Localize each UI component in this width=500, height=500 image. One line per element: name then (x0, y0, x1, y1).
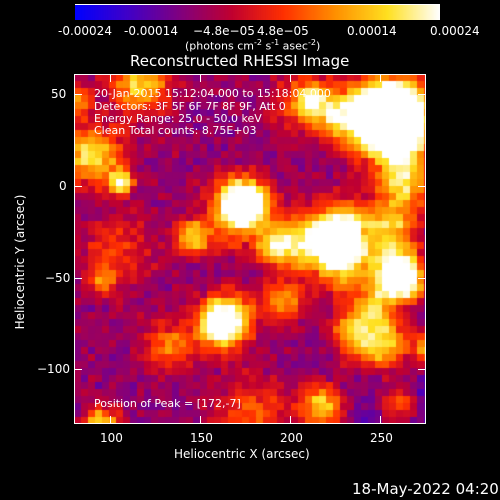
colorbar-tick-5: 0.00014 (347, 24, 397, 38)
info-time-range: 20-Jan-2015 15:12:04.000 to 15:18:04.000 (94, 87, 331, 100)
peak-position-text: Position of Peak = [172,-7] (94, 397, 241, 410)
x-tick-mark (380, 74, 381, 82)
y-tick-mark (74, 94, 82, 95)
y-tick-mark (74, 278, 82, 279)
y-tick-label-neg100: −100 (37, 362, 70, 376)
footer-date: 18-May-2022 04:20 (352, 480, 499, 498)
colorbar-tick-6: 0.00024 (430, 24, 480, 38)
x-tick-mark (290, 416, 291, 424)
color-bar (75, 4, 440, 20)
unit-sup-2: -1 (271, 38, 280, 47)
colorbar-tick-4: 4.8e−05 (257, 24, 309, 38)
unit-sup-1: -2 (253, 38, 262, 47)
info-detectors: Detectors: 3F 5F 6F 7F 8F 9F, Att 0 (94, 100, 286, 113)
x-tick-mark (290, 74, 291, 82)
colorbar-tick-2: -0.00014 (124, 24, 178, 38)
y-tick-mark (418, 278, 426, 279)
y-tick-mark (74, 369, 82, 370)
y-tick-mark (418, 186, 426, 187)
x-tick-mark (110, 416, 111, 424)
unit-mid-2: asec (279, 39, 308, 53)
x-tick-mark (110, 74, 111, 82)
unit-suffix: ) (315, 39, 321, 53)
colorbar-frame-top (75, 4, 440, 5)
x-tick-label-100: 100 (100, 431, 123, 445)
y-axis-label: Heliocentric Y (arcsec) (13, 194, 27, 330)
colorbar-tick-1: -0.00024 (58, 24, 112, 38)
y-tick-label-neg50: −50 (45, 271, 71, 285)
x-tick-mark (380, 416, 381, 424)
plot-title: Reconstructed RHESSI Image (130, 52, 350, 70)
y-tick-label-0: 0 (59, 179, 67, 193)
y-tick-mark (74, 186, 82, 187)
x-tick-label-250: 250 (370, 431, 393, 445)
y-tick-mark (418, 94, 426, 95)
rhessi-image-map (74, 74, 426, 424)
y-tick-label-50: 50 (51, 87, 67, 101)
info-clean-counts: Clean Total counts: 8.75E+03 (94, 124, 257, 137)
unit-sup-3: -2 (307, 38, 316, 47)
unit-prefix: (photons cm (185, 39, 254, 53)
colorbar-unit-label: (photons cm-2 s-1 asec-2) (185, 39, 320, 52)
x-tick-label-200: 200 (280, 431, 303, 445)
x-tick-mark (200, 416, 201, 424)
x-axis-label: Heliocentric X (arcsec) (174, 447, 310, 461)
colorbar-tick-3: −4.8e−05 (193, 24, 255, 38)
x-tick-label-150: 150 (190, 431, 213, 445)
info-energy-range: Energy Range: 25.0 - 50.0 keV (94, 112, 262, 125)
unit-mid-1: s (261, 39, 272, 53)
y-tick-mark (418, 369, 426, 370)
x-tick-mark (200, 74, 201, 82)
